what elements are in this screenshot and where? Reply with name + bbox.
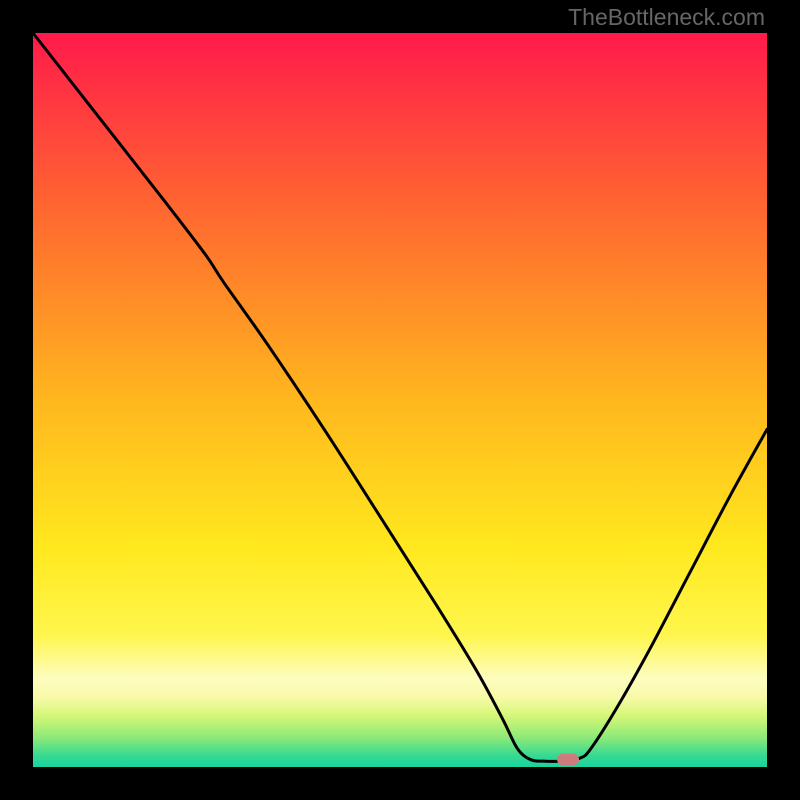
watermark-text: TheBottleneck.com bbox=[568, 4, 765, 31]
chart-background bbox=[33, 33, 767, 767]
bottleneck-chart bbox=[0, 0, 800, 800]
chart-frame: TheBottleneck.com bbox=[0, 0, 800, 800]
bottleneck-marker bbox=[557, 754, 579, 766]
